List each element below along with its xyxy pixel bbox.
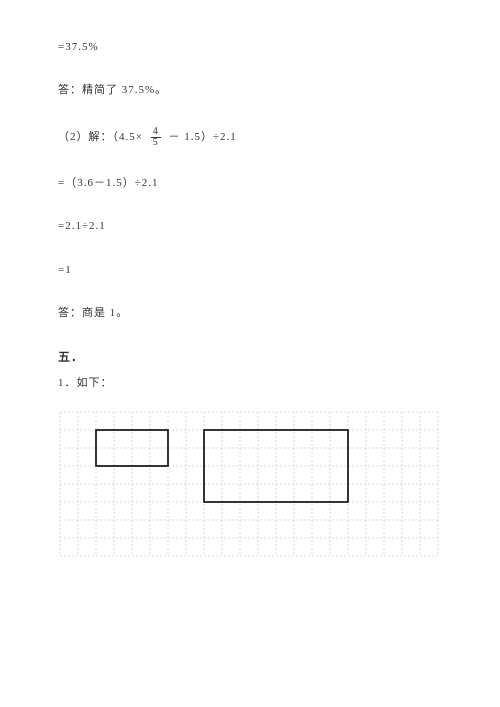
item-1-label: 1．如下：: [58, 376, 442, 391]
expr-post: － 1.5）÷2.1: [168, 131, 236, 143]
section-five-title: 五．: [58, 349, 442, 366]
result-line-1: =37.5%: [58, 40, 442, 55]
answer-line-1: 答：精简了 37.5%。: [58, 83, 442, 98]
step-line-1: =（3.6－1.5）÷2.1: [58, 176, 442, 191]
fraction-numerator: 4: [151, 127, 161, 137]
fraction-four-fifths: 4 5: [151, 127, 161, 148]
grid-figure: [58, 402, 442, 558]
step-line-2: =2.1÷2.1: [58, 219, 442, 234]
problem-2-expr: （2）解：（4.5× 4 5 － 1.5）÷2.1: [58, 127, 442, 148]
grid-svg: [58, 402, 446, 558]
expr-pre: （2）解：（4.5×: [58, 131, 143, 143]
fraction-denominator: 5: [151, 137, 161, 148]
step-line-3: =1: [58, 263, 442, 278]
answer-line-2: 答：商是 1。: [58, 306, 442, 321]
